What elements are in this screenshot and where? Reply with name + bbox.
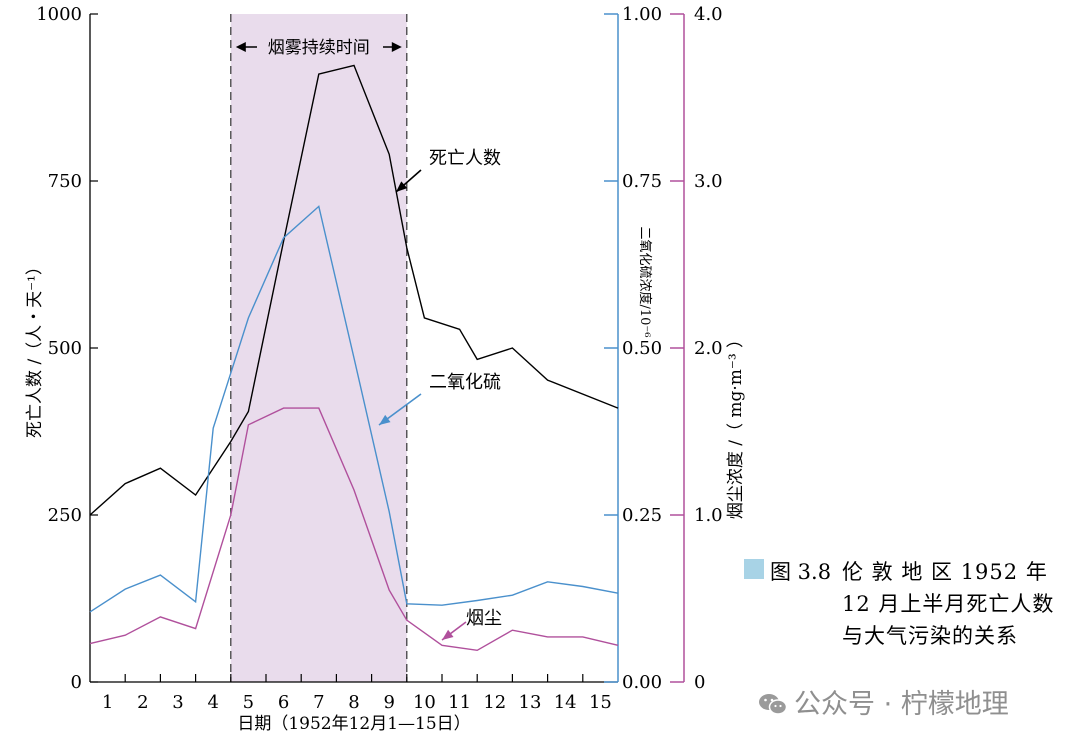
- x-tick-label: 6: [278, 692, 289, 713]
- x-tick-label: 12: [483, 692, 506, 713]
- deaths-annotation-arrow-head: [396, 181, 408, 192]
- watermark-text: 公众号 · 柠檬地理: [794, 689, 1009, 720]
- left-y-tick-label: 750: [48, 171, 82, 192]
- caption-text: 伦 敦 地 区 1952 年 12 月上半月死亡人数与大气污染的关系: [842, 560, 1055, 648]
- x-tick-label: 13: [519, 692, 542, 713]
- smoke-annotation: 烟尘: [466, 608, 502, 629]
- x-tick-label: 9: [383, 692, 394, 713]
- smog-arrow-right-head: [391, 42, 402, 52]
- x-axis-title: 日期（1952年12月1—15日）: [237, 714, 470, 734]
- x-tick-label: 8: [348, 692, 359, 713]
- smoke-y-tick-label: 3.0: [694, 171, 723, 192]
- so2-y-tick-label: 0.75: [622, 171, 662, 192]
- wechat-icon: [759, 694, 788, 715]
- so2-y-axis-title: 二氧化硫浓度/10⁻⁶: [637, 227, 653, 338]
- smoke-y-tick-label: 2.0: [694, 338, 723, 359]
- x-tick-label: 2: [137, 692, 148, 713]
- so2-y-tick-label: 0.25: [622, 505, 662, 526]
- so2-y-tick-label: 0.50: [622, 338, 662, 359]
- left-y-tick-label: 500: [48, 338, 82, 359]
- smoke-annotation-arrow-head: [442, 629, 454, 640]
- deaths-line: [89, 64, 619, 516]
- smog-label-bg: [258, 33, 382, 59]
- x-tick-label: 3: [172, 692, 183, 713]
- left-y-tick-label: 1000: [36, 4, 82, 25]
- x-tick-label: 11: [448, 692, 471, 713]
- x-tick-label: 5: [243, 692, 254, 713]
- so2-y-tick-label: 0.00: [622, 672, 662, 693]
- left-y-axis-title: 死亡人数 /（人・天⁻¹）: [25, 258, 45, 438]
- so2-line: [89, 205, 619, 613]
- smog-arrow-left-head: [235, 42, 246, 52]
- smoke-y-tick-label: 0: [694, 672, 705, 693]
- caption-swatch: [744, 559, 764, 579]
- x-tick-label: 15: [589, 692, 612, 713]
- so2-y-tick-label: 1.00: [622, 4, 662, 25]
- so2-annotation-arrow-head: [379, 414, 391, 425]
- left-y-tick-label: 0: [71, 672, 82, 693]
- smog-period-shade: [230, 14, 407, 682]
- watermark: 公众号 · 柠檬地理: [758, 682, 1009, 721]
- so2-annotation: 二氧化硫: [429, 372, 501, 393]
- deaths-annotation: 死亡人数: [429, 148, 501, 169]
- x-tick-label: 7: [313, 692, 324, 713]
- smoke-y-tick-label: 1.0: [694, 505, 723, 526]
- smog-duration-label: 烟雾持续时间: [268, 38, 370, 58]
- left-y-tick-label: 250: [48, 505, 82, 526]
- smoke-y-axis-title: 烟尘浓度 /（ mg·m⁻³ ）: [726, 331, 746, 519]
- x-tick-label: 4: [207, 692, 218, 713]
- caption-label: 图 3.8: [770, 560, 832, 584]
- smoke-line: [89, 407, 619, 652]
- x-tick-label: 1: [102, 692, 113, 713]
- smoke-y-tick-label: 4.0: [694, 4, 723, 25]
- x-tick-label: 14: [554, 692, 577, 713]
- x-tick-label: 10: [413, 692, 436, 713]
